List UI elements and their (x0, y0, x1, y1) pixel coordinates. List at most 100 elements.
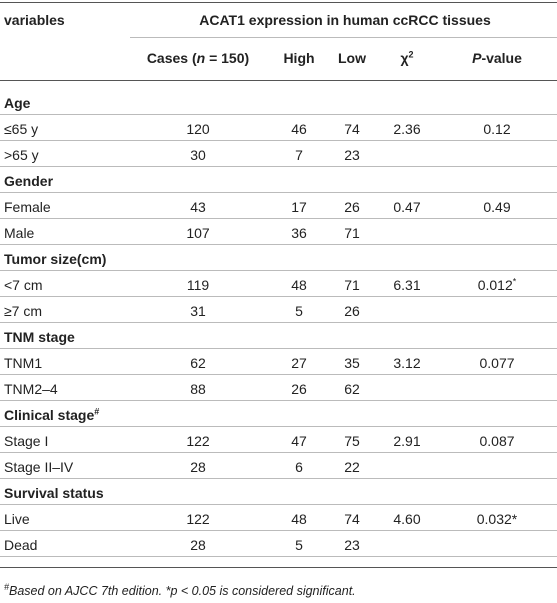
cell-text: 6.31 (393, 277, 421, 293)
table-cell: 4.60 (393, 510, 420, 528)
table-cell: 75 (344, 432, 360, 450)
cell-text: <7 cm (4, 277, 43, 293)
table-cell: 119 (187, 276, 209, 294)
cell-text: 119 (186, 277, 210, 293)
table-cell: 48 (291, 510, 307, 528)
table-cell: 5 (295, 302, 303, 320)
table-cell: 5 (295, 536, 303, 554)
rule (0, 80, 557, 81)
table-cell: TNM2–4 (4, 380, 58, 398)
header-part: χ (400, 50, 409, 66)
footnote: #Based on AJCC 7th edition. *p < 0.05 is… (4, 582, 356, 600)
table-cell: 74 (344, 510, 360, 528)
cell-text: 26 (344, 199, 360, 215)
cell-text: 4.60 (393, 511, 421, 527)
rule (0, 140, 557, 141)
group-label: Clinical stage# (4, 406, 99, 424)
table-cell: 3.12 (393, 354, 420, 372)
cell-text: 28 (190, 459, 206, 475)
table-cell: 0.032* (477, 510, 517, 528)
cell-text: 62 (190, 355, 206, 371)
cell-text: 28 (190, 537, 206, 553)
cell-text: 27 (291, 355, 307, 371)
table-cell: 31 (190, 302, 206, 320)
rule (0, 400, 557, 401)
header-part: High (283, 50, 315, 66)
header-part: = 150) (205, 50, 250, 66)
cell-text: 71 (344, 225, 360, 241)
column-header: High (283, 49, 314, 67)
table-cell: ≥7 cm (4, 302, 42, 320)
cell-text: 35 (344, 355, 360, 371)
cell-text: Male (4, 225, 35, 241)
group-text: Tumor size(cm) (4, 251, 107, 267)
table-cell: 62 (344, 380, 360, 398)
table-cell: <7 cm (4, 276, 43, 294)
cell-text: 74 (344, 511, 360, 527)
cell-text: 5 (295, 303, 303, 319)
cell-text: 0.012 (477, 277, 513, 293)
header-part: 2 (408, 49, 414, 60)
table-cell: 26 (291, 380, 307, 398)
table-cell: 28 (190, 536, 206, 554)
table-cell: 28 (190, 458, 206, 476)
cell-text: Stage I (4, 433, 49, 449)
cell-text: 22 (344, 459, 360, 475)
cell-text: 71 (344, 277, 360, 293)
cell-text: Dead (4, 537, 38, 553)
table-cell: Live (4, 510, 30, 528)
group-label: Age (4, 94, 30, 112)
table-cell: 26 (344, 198, 360, 216)
cell-text: 0.12 (483, 121, 511, 137)
cell-text: Live (4, 511, 30, 527)
table-cell: 22 (344, 458, 360, 476)
cell-text: >65 y (4, 147, 39, 163)
column-header: Cases (n = 150) (147, 49, 249, 67)
cell-mark: * (512, 276, 517, 287)
table-cell: 0.12 (483, 120, 510, 138)
table-cell: 23 (344, 146, 360, 164)
column-header: χ2 (400, 49, 413, 67)
rule (0, 192, 557, 193)
table-cell: 88 (190, 380, 206, 398)
rule (0, 244, 557, 245)
rule (0, 478, 557, 479)
cell-text: 43 (190, 199, 206, 215)
table-cell: 2.91 (393, 432, 420, 450)
table-cell: 30 (190, 146, 206, 164)
cell-text: 46 (291, 121, 307, 137)
table-cell: 71 (344, 276, 360, 294)
group-text: TNM stage (4, 329, 75, 345)
table-cell: 107 (186, 224, 209, 242)
cell-text: 26 (291, 381, 307, 397)
rule (0, 374, 557, 375)
cell-text: 0.49 (483, 199, 511, 215)
header-cell: variables (4, 12, 65, 28)
rule (0, 296, 557, 297)
table-cell: 46 (291, 120, 307, 138)
cell-text: 6 (295, 459, 303, 475)
table-cell: 62 (190, 354, 206, 372)
table-cell: Female (4, 198, 51, 216)
header-part: P (472, 50, 482, 66)
cell-text: TNM2–4 (4, 381, 58, 397)
footnote-mark: # (4, 581, 10, 592)
cell-text: 26 (344, 303, 360, 319)
table-cell: 27 (291, 354, 307, 372)
cell-text: 74 (344, 121, 360, 137)
rule (0, 348, 557, 349)
table-cell: 74 (344, 120, 360, 138)
table-cell: 0.47 (393, 198, 420, 216)
cell-text: 17 (291, 199, 307, 215)
cell-text: 0.077 (479, 355, 515, 371)
table-cell: Stage I (4, 432, 48, 450)
group-label: Gender (4, 172, 53, 190)
rule (0, 556, 557, 557)
header-part: n (196, 50, 206, 66)
footnote-text: Based on AJCC 7th edition. *p < 0.05 is … (9, 584, 356, 598)
cell-text: 7 (295, 147, 303, 163)
cell-text: 107 (186, 225, 210, 241)
header-group: ACAT1 expression in human ccRCC tissues (199, 12, 491, 28)
header-part: -value (481, 50, 522, 66)
table-cell: 0.087 (479, 432, 514, 450)
